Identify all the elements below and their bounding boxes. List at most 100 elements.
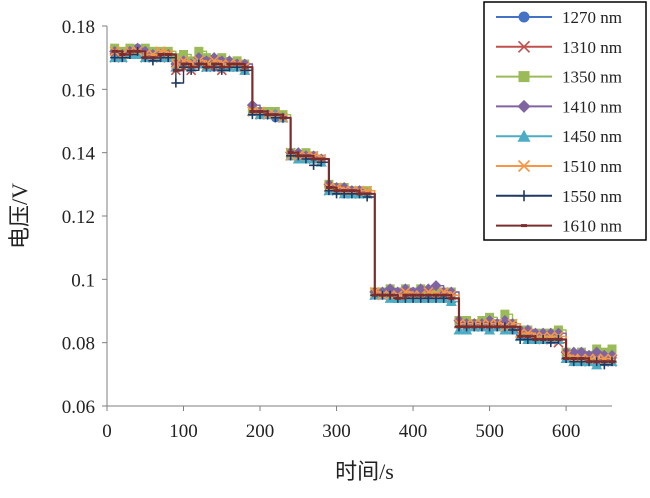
y-tick-label: 0.06 <box>62 397 95 418</box>
data-point <box>111 49 118 53</box>
data-point <box>348 189 355 193</box>
data-point <box>478 325 485 329</box>
data-point <box>379 293 386 297</box>
data-point <box>430 280 442 292</box>
data-point <box>356 192 363 196</box>
data-point <box>157 53 164 56</box>
y-tick-label: 0.1 <box>71 270 95 291</box>
data-point <box>203 65 210 69</box>
x-tick-label: 100 <box>169 421 198 442</box>
data-point <box>417 293 424 297</box>
legend-label: 1550 nm <box>562 187 622 206</box>
data-point <box>134 49 141 53</box>
data-point <box>302 154 309 158</box>
data-point <box>318 157 325 161</box>
legend-label: 1410 nm <box>562 97 622 116</box>
legend-marker <box>517 129 531 142</box>
x-axis-title: 时间/s <box>335 459 394 484</box>
data-point <box>494 325 501 329</box>
data-point <box>563 357 570 360</box>
data-point <box>272 113 279 117</box>
data-point <box>119 53 126 56</box>
data-point <box>578 357 585 360</box>
data-point <box>195 62 202 66</box>
data-point <box>440 293 447 297</box>
data-point <box>249 110 256 113</box>
data-point <box>179 50 189 59</box>
data-point <box>126 49 133 53</box>
data-point <box>172 68 179 72</box>
x-tick-label: 200 <box>246 421 275 442</box>
data-point <box>547 338 554 341</box>
legend-label: 1270 nm <box>562 8 622 27</box>
data-point <box>295 154 302 158</box>
data-point <box>463 325 470 329</box>
legend-marker <box>518 190 530 202</box>
x-tick-label: 600 <box>552 421 581 442</box>
data-point <box>257 110 264 113</box>
y-tick-label: 0.12 <box>62 207 95 228</box>
data-point <box>532 338 539 341</box>
data-point <box>309 160 319 170</box>
data-point <box>402 293 409 297</box>
data-point <box>234 62 241 66</box>
data-point <box>264 113 271 117</box>
data-point <box>433 293 440 297</box>
data-point <box>218 65 225 69</box>
data-point <box>570 357 577 360</box>
data-point <box>586 360 593 364</box>
plot-area <box>109 42 618 370</box>
data-point <box>180 62 187 66</box>
data-point <box>287 151 294 155</box>
data-point <box>387 293 394 297</box>
data-point <box>279 116 286 120</box>
data-point <box>425 293 432 297</box>
legend-marker <box>517 99 531 113</box>
data-point <box>555 338 562 341</box>
legend-marker <box>517 159 531 173</box>
data-point <box>593 360 600 364</box>
data-point <box>223 55 235 67</box>
data-point <box>609 360 615 364</box>
data-point <box>517 334 524 338</box>
data-point <box>601 360 608 364</box>
data-point <box>341 189 348 193</box>
legend-marker <box>518 71 530 83</box>
data-point <box>194 46 204 56</box>
data-point <box>310 157 317 161</box>
y-tick-label: 0.08 <box>62 334 95 355</box>
legend-marker <box>517 40 531 53</box>
legend-label: 1450 nm <box>562 127 622 146</box>
data-point <box>149 56 156 60</box>
x-tick-label: 300 <box>322 421 351 442</box>
data-point <box>165 53 172 56</box>
y-tick-label: 0.16 <box>62 80 95 101</box>
data-point <box>501 325 508 329</box>
data-point <box>333 189 340 193</box>
axes: 0 100 200 300 400 500 600 0.06 0.08 0.1 0.12 0.14 0.… <box>62 17 612 442</box>
data-point <box>509 325 516 329</box>
legend-box <box>483 1 647 241</box>
data-point <box>110 53 120 63</box>
x-tick-label: 0 <box>102 421 112 442</box>
data-point <box>241 65 248 69</box>
data-point <box>540 338 547 341</box>
legend-marker <box>521 224 527 228</box>
data-point <box>524 334 531 338</box>
data-point <box>188 65 195 69</box>
x-tick-label: 500 <box>475 421 504 442</box>
data-point <box>486 325 493 329</box>
legend: 1270 nm 1310 nm 1350 nm 1410 nm 1450 nm 1510 … <box>483 1 647 241</box>
legend-label: 1310 nm <box>562 38 622 57</box>
data-point <box>364 192 371 196</box>
data-point <box>142 56 149 60</box>
data-point <box>455 325 462 329</box>
y-axis-title: 电压/V <box>7 183 32 249</box>
data-point <box>410 293 417 297</box>
data-point <box>171 78 181 88</box>
legend-label: 1350 nm <box>562 68 622 87</box>
series-1610-nm <box>111 49 615 364</box>
data-point <box>226 62 233 66</box>
legend-label: 1610 nm <box>562 217 622 236</box>
